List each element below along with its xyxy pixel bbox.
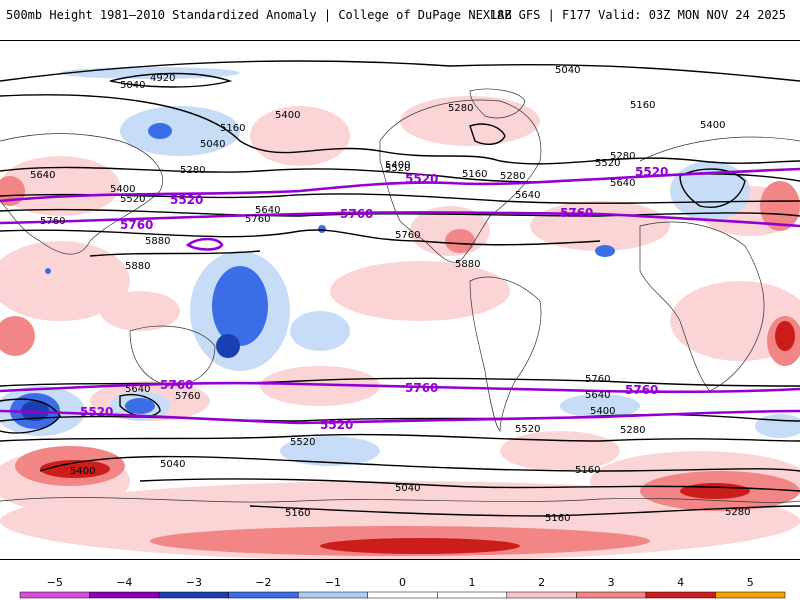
colorbar-tick-label: 2 [538, 576, 546, 589]
colorbar-segment [19, 591, 90, 599]
contour-label: 5640 [125, 384, 150, 395]
colorbar-segment [89, 591, 160, 599]
anomaly-shading [0, 67, 800, 559]
contour-label: 5520 [385, 163, 410, 174]
contour-label: 4920 [150, 73, 175, 84]
contour-label: 5280 [180, 165, 205, 176]
contour-label: 5280 [448, 103, 473, 114]
colorbar-segment [228, 591, 299, 599]
contour-label: 5160 [545, 513, 570, 524]
contour-label: 5760 [175, 391, 200, 402]
contour-label: 5040 [200, 139, 225, 150]
colorbar-segment [715, 591, 786, 599]
contour-label: 5760 [395, 230, 420, 241]
contour-label: 5400 [110, 184, 135, 195]
contour-label: 5880 [145, 236, 170, 247]
contour-label: 5160 [630, 100, 655, 111]
colorbar-tick-label: 4 [677, 576, 685, 589]
colorbar-segment [297, 591, 368, 599]
contour-label: 5400 [590, 406, 615, 417]
colorbar-tick-label: −4 [116, 576, 133, 589]
contour-label: 5760 [340, 207, 373, 221]
contour-label: 5640 [515, 190, 540, 201]
colorbar-graphic [19, 591, 786, 599]
contour-label: 5880 [125, 261, 150, 272]
contour-label: 5520 [320, 418, 353, 432]
colorbar-tick-label: −5 [46, 576, 63, 589]
map-canvas: 4920 5040 5040 5160 5160 5280 5280 5400 … [0, 60, 800, 559]
colorbar-tick-label: 5 [746, 576, 754, 589]
contour-label: 5040 [120, 80, 145, 91]
colorbar-segment [645, 591, 716, 599]
colorbar-segment [576, 591, 647, 599]
contour-label: 5280 [725, 507, 750, 518]
contour-label: 5160 [575, 465, 600, 476]
contour-label: 5760 [40, 216, 65, 227]
global-map: 4920 5040 5040 5160 5160 5280 5280 5400 … [0, 40, 800, 560]
contour-label: 5160 [285, 508, 310, 519]
contour-label: 5640 [610, 178, 635, 189]
contour-label: 5760 [160, 378, 193, 392]
contour-label: 5280 [620, 425, 645, 436]
title-bar: 500mb Height 1981–2010 Standardized Anom… [0, 0, 800, 40]
colorbar-segment [437, 591, 508, 599]
contour-label: 5040 [555, 65, 580, 76]
map-title: 500mb Height 1981–2010 Standardized Anom… [6, 8, 512, 22]
contour-label: 5640 [30, 170, 55, 181]
colorbar-tick-label: 0 [399, 576, 406, 589]
contour-label: 5520 [595, 158, 620, 169]
contour-label: 5160 [220, 123, 245, 134]
coastlines [0, 88, 800, 503]
reference-contour-labels: 5520 5520 5520 5760 5760 5760 5760 5520 … [80, 165, 668, 432]
colorbar [0, 570, 800, 600]
contour-label: 5520 [290, 437, 315, 448]
contour-label: 5400 [700, 120, 725, 131]
colorbar-segment [367, 591, 438, 599]
colorbar-tick-label: −3 [185, 576, 202, 589]
contour-label: 5760 [560, 206, 593, 220]
colorbar-tick-label: 1 [468, 576, 476, 589]
contour-label: 5760 [585, 374, 610, 385]
colorbar-tick-label: −1 [324, 576, 342, 589]
colorbar-segment [506, 591, 577, 599]
contour-label: 5520 [120, 194, 145, 205]
contour-labels: 4920 5040 5040 5160 5160 5280 5280 5400 … [30, 65, 750, 524]
contour-label: 5520 [80, 405, 113, 419]
contour-label: 5400 [385, 160, 410, 171]
contour-label: 5040 [395, 483, 420, 494]
contour-label: 5280 [500, 171, 525, 182]
contour-label: 5400 [70, 466, 95, 477]
contour-label: 5760 [625, 383, 658, 397]
contour-label: 5520 [635, 165, 668, 179]
contour-label: 5760 [405, 381, 438, 395]
reference-contours [0, 167, 800, 425]
contour-label: 5760 [245, 214, 270, 225]
contour-label: 5880 [455, 259, 480, 270]
contour-label: 5640 [585, 390, 610, 401]
colorbar-tick-label: 3 [607, 576, 615, 589]
colorbar-segment [158, 591, 229, 599]
colorbar-tick-label: −2 [255, 576, 272, 589]
contour-label: 5640 [255, 205, 280, 216]
contour-label: 5520 [170, 193, 203, 207]
contour-label: 5520 [515, 424, 540, 435]
contour-label: 5400 [275, 110, 300, 121]
model-run-info: 18Z GFS | F177 Valid: 03Z MON NOV 24 202… [489, 8, 786, 22]
contour-label: 5760 [120, 218, 153, 232]
contour-label: 5520 [405, 172, 438, 186]
contour-label: 5280 [610, 151, 635, 162]
contour-label: 5040 [160, 459, 185, 470]
contour-label: 5160 [462, 169, 487, 180]
